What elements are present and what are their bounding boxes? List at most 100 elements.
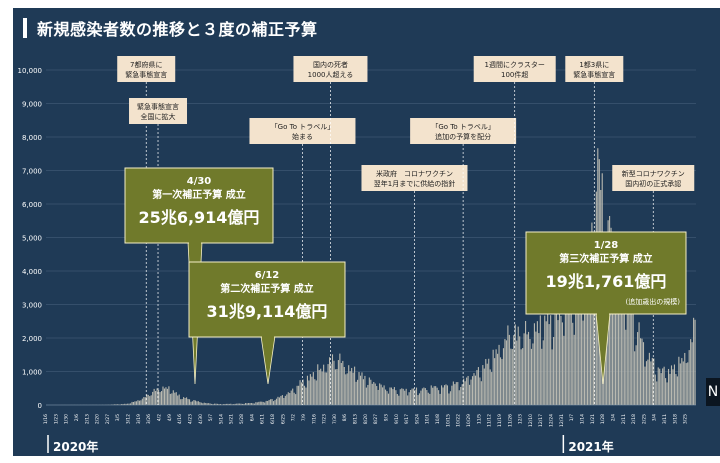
bar [647,359,649,405]
bar [352,372,354,405]
bar [203,402,205,405]
bar [172,390,174,405]
bar [343,366,345,405]
bar [498,344,500,405]
bar [214,403,216,405]
bar [163,388,166,405]
x-tick-label: 1/30 [64,414,70,424]
x-tick-label: 7/30 [332,414,338,424]
x-tick-label: 6/18 [270,414,276,424]
bar [421,388,423,405]
bar [380,384,382,405]
bar [180,399,182,405]
x-tick-label: 9/3 [383,414,389,421]
bar [563,335,565,405]
bar [427,392,429,405]
bar [523,333,525,405]
x-tick-label: 3/12 [126,414,132,424]
bar [451,385,453,405]
x-tick-label: 3/19 [136,414,142,424]
bar [520,349,522,405]
bar [318,370,320,405]
bar [452,381,454,405]
bar [383,385,385,405]
bar [340,362,342,405]
bar [583,292,586,405]
bar [582,320,584,405]
bar [364,375,366,405]
bar [271,399,273,405]
bar [650,361,652,405]
y-tick-label: 8,000 [22,134,42,142]
bar [401,388,403,405]
bar [449,391,451,405]
bar [530,348,533,405]
x-tick-label: 7/23 [322,414,328,424]
bar [547,307,549,405]
bar [168,386,170,405]
bar [637,332,639,405]
bar [359,375,362,405]
bar [527,331,530,405]
bar [610,227,612,405]
bar [356,379,359,405]
x-tick-label: 3/11 [662,414,668,424]
bar [542,340,544,405]
bar [373,381,375,405]
event-note-text: 国内の死者 [313,60,348,69]
x-tick-label: 1/28 [600,414,606,424]
bar [175,392,177,405]
bar [685,363,687,405]
bar [256,402,258,405]
bar [470,379,472,405]
bar [684,352,686,405]
bar [147,394,149,405]
bar [309,374,311,405]
budget-callout-pointer [260,335,276,385]
bar [274,400,276,405]
bar [224,403,226,405]
x-tick-label: 10/29 [466,414,472,427]
bar [165,387,167,405]
budget-amount: 19兆1,761億円 [546,272,667,291]
bar [488,358,490,405]
budget-callout-joint [189,241,201,244]
bar [255,402,257,405]
bar [320,368,322,405]
bar [326,372,328,405]
x-tick-label: 9/17 [404,414,410,424]
x-tick-label: 1/7 [569,414,575,421]
bar [569,290,571,405]
x-tick-label: 4/23 [187,414,193,424]
x-tick-label: 3/26 [146,414,152,424]
bar [272,401,275,405]
bar [222,404,224,405]
bar [670,365,673,405]
bar [315,380,317,405]
bar [513,335,515,405]
bar [466,377,468,405]
bar [303,385,306,405]
event-note-text: 緊急事態宣言 [573,70,615,79]
bar [169,393,171,405]
next-arrow-icon[interactable]: N [706,378,720,406]
event-note-text: 緊急事態宣言 [125,70,167,79]
bar [187,399,189,405]
x-tick-label: 10/8 [435,414,441,424]
budget-date: 4/30 [187,176,212,187]
x-tick-label: 1/21 [590,414,596,424]
bar [218,404,220,405]
bar [283,397,285,405]
bar [202,403,204,405]
bar [355,381,357,405]
bar [386,391,388,405]
bar [193,400,195,405]
bar [654,374,656,405]
x-tick-label: 11/5 [476,414,482,424]
x-tick-label: 4/30 [198,414,204,424]
bar [208,403,210,405]
budget-label: 第二次補正予算 成立 [220,282,313,295]
bar [228,403,230,405]
title-bar: 新規感染者数の推移と３度の補正予算 [23,16,318,40]
bar [560,315,562,405]
